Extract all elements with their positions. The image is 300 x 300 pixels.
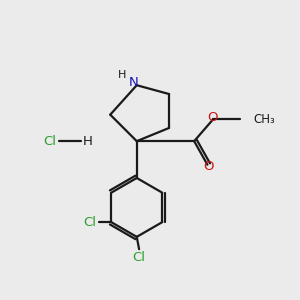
Text: Cl: Cl bbox=[133, 251, 146, 264]
Text: N: N bbox=[128, 76, 138, 89]
Text: H: H bbox=[118, 70, 126, 80]
Text: Cl: Cl bbox=[84, 216, 97, 229]
Text: H: H bbox=[82, 135, 92, 148]
Text: Cl: Cl bbox=[44, 135, 56, 148]
Text: O: O bbox=[203, 160, 213, 173]
Text: CH₃: CH₃ bbox=[253, 112, 275, 126]
Text: O: O bbox=[208, 111, 218, 124]
